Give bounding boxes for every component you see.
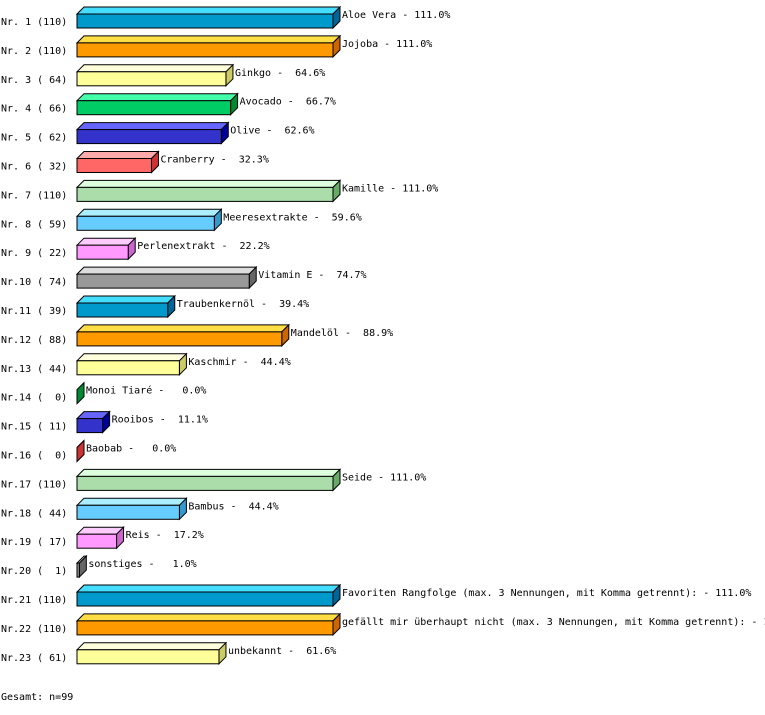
bar-value-label: gefällt mir überhaupt nicht (max. 3 Nenn…	[342, 617, 765, 628]
bar	[76, 475, 334, 491]
bar-value-label: Cranberry - 32.3%	[160, 155, 268, 166]
bar	[76, 620, 334, 636]
row-rank-label: Nr. 9 ( 22)	[1, 248, 67, 259]
bar	[76, 186, 334, 202]
bar	[76, 418, 104, 434]
bar-value-label: Bambus - 44.4%	[188, 501, 278, 512]
bar-value-label: Mandelöl - 88.9%	[291, 328, 393, 339]
bar	[76, 562, 80, 578]
bar-value-label: Avocado - 66.7%	[240, 97, 336, 108]
row-rank-label: Nr. 4 ( 66)	[1, 104, 67, 115]
bar-value-label: Rooibos - 11.1%	[112, 415, 208, 426]
bar	[76, 649, 220, 665]
bar	[76, 129, 222, 145]
bar	[76, 273, 250, 289]
bar	[76, 533, 118, 549]
bar-value-label: Aloe Vera - 111.0%	[342, 10, 450, 21]
bar-top	[75, 584, 342, 593]
bar-top	[75, 295, 176, 304]
bar-top	[75, 179, 342, 188]
bar	[76, 244, 129, 260]
bar-value-label: Kamille - 111.0%	[342, 183, 438, 194]
bar-top	[75, 642, 228, 651]
bar-top	[75, 35, 342, 44]
bar	[76, 360, 180, 376]
bar-top	[75, 324, 291, 333]
row-rank-label: Nr.10 ( 74)	[1, 277, 67, 288]
bar	[76, 215, 215, 231]
bar	[76, 591, 334, 607]
bar	[76, 504, 180, 520]
bar-value-label: Seide - 111.0%	[342, 472, 426, 483]
bar-top	[75, 497, 188, 506]
bar-value-label: Traubenkernöl - 39.4%	[177, 299, 309, 310]
row-rank-label: Nr.17 (110)	[1, 479, 67, 490]
bar	[76, 331, 283, 347]
total-label: Gesamt: n=99	[1, 692, 74, 703]
bar-top	[75, 151, 160, 159]
bar	[76, 42, 334, 58]
row-rank-label: Nr. 6 ( 32)	[1, 162, 67, 173]
bar-value-label: Jojoba - 111.0%	[342, 39, 432, 50]
bar-top	[75, 6, 342, 15]
bar-top	[75, 64, 235, 73]
bar	[76, 302, 169, 318]
bar	[76, 158, 152, 173]
row-rank-label: Nr. 8 ( 59)	[1, 219, 67, 230]
bar-value-label: Baobab - 0.0%	[86, 444, 176, 455]
bar-top	[75, 93, 239, 102]
bar-top	[75, 122, 230, 131]
bar-value-label: Perlenextrakt - 22.2%	[137, 241, 269, 252]
bar-value-label: Reis - 17.2%	[126, 530, 204, 541]
bar-value-label: Ginkgo - 64.6%	[235, 68, 325, 79]
row-rank-label: Nr.20 ( 1)	[1, 566, 67, 577]
row-rank-label: Nr.15 ( 11)	[1, 422, 67, 433]
bar-top	[75, 613, 342, 622]
bar-top	[75, 208, 223, 217]
row-rank-label: Nr.16 ( 0)	[1, 451, 67, 462]
row-rank-label: Nr.23 ( 61)	[1, 653, 67, 664]
bar-value-label: Monoi Tiaré - 0.0%	[86, 385, 206, 397]
row-rank-label: Nr.19 ( 17)	[1, 537, 67, 548]
bar-value-label: unbekannt - 61.6%	[228, 646, 336, 657]
bar-side	[76, 439, 85, 463]
bar-top	[75, 353, 188, 362]
row-rank-label: Nr.11 ( 39)	[1, 306, 67, 317]
row-rank-label: Nr.18 ( 44)	[1, 508, 67, 519]
bar-top	[75, 468, 342, 477]
row-rank-label: Nr. 2 (110)	[1, 46, 67, 57]
bar-side	[76, 381, 85, 405]
bar	[76, 13, 334, 29]
row-rank-label: Nr.21 (110)	[1, 595, 67, 606]
row-rank-label: Nr.14 ( 0)	[1, 393, 67, 404]
row-rank-label: Nr. 1 (110)	[1, 17, 67, 28]
bar-value-label: sonstiges - 1.0%	[88, 559, 196, 570]
row-rank-label: Nr.13 ( 44)	[1, 364, 67, 375]
bar-top	[75, 266, 258, 275]
bar-top	[75, 237, 137, 246]
bar-value-label: Meeresextrakte - 59.6%	[223, 212, 361, 223]
bar	[76, 71, 227, 87]
row-rank-label: Nr.22 (110)	[1, 624, 67, 635]
row-rank-label: Nr.12 ( 88)	[1, 335, 67, 346]
bar	[76, 100, 232, 116]
bar-value-label: Olive - 62.6%	[230, 126, 314, 137]
row-rank-label: Nr. 3 ( 64)	[1, 75, 67, 86]
row-rank-label: Nr. 5 ( 62)	[1, 133, 67, 144]
bar-top	[75, 526, 125, 535]
row-rank-label: Nr. 7 (110)	[1, 190, 67, 201]
bar-value-label: Kaschmir - 44.4%	[188, 357, 290, 368]
bar-value-label: Vitamin E - 74.7%	[258, 270, 366, 281]
bar-value-label: Favoriten Rangfolge (max. 3 Nennungen, m…	[342, 588, 751, 599]
